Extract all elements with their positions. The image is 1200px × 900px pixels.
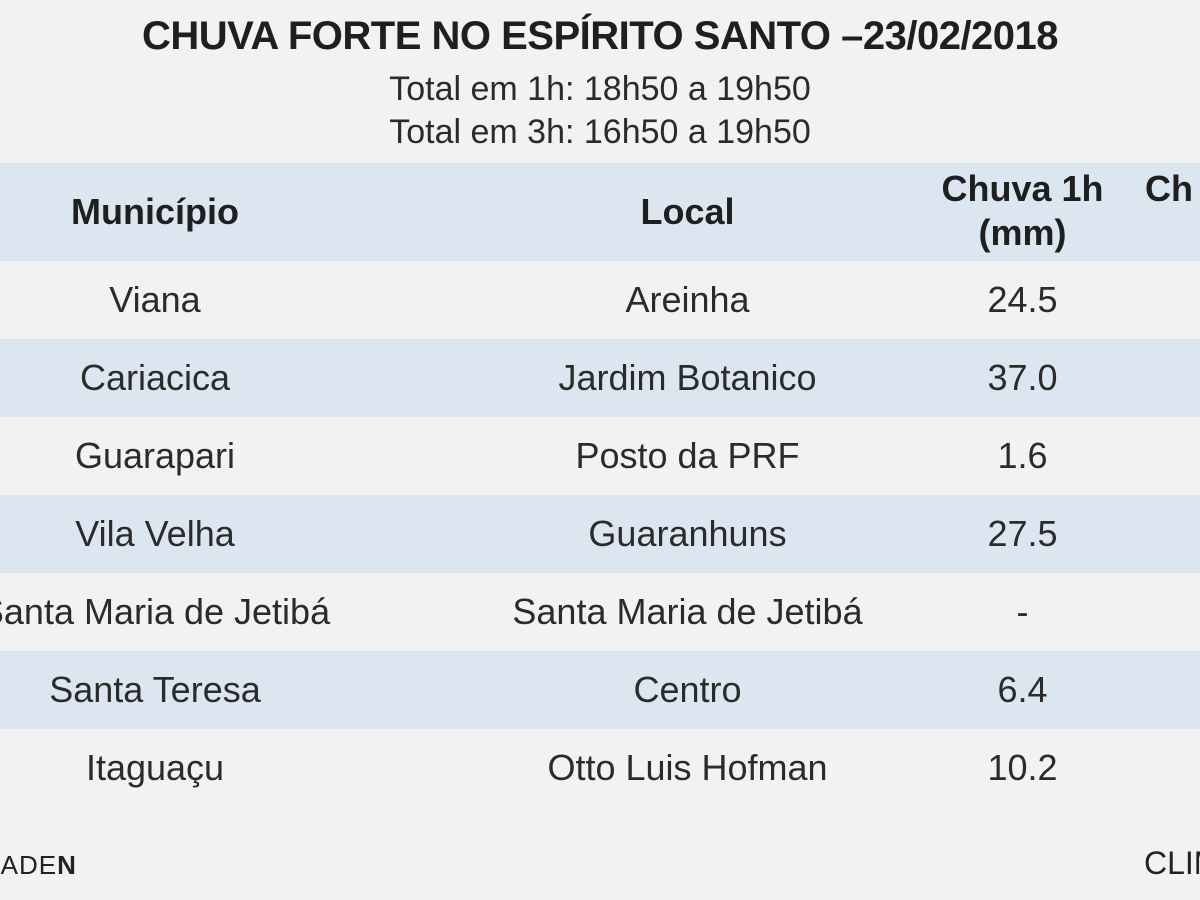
table-row: Viana Areinha 24.5 [0, 261, 1200, 339]
cell-local: Posto da PRF [575, 435, 800, 476]
table-header: Município Local Chuva 1h (mm) Ch [0, 163, 1200, 261]
cell-chuva-1h: 1.6 [997, 435, 1048, 476]
cell-municipio: Vila Velha [75, 513, 235, 554]
subtitle-3h-period: Total em 3h: 16h50 a 19h50 [389, 113, 811, 151]
header-municipio: Município [71, 191, 239, 232]
cell-chuva-1h: 10.2 [987, 747, 1058, 788]
source-credit-climatempo: CLIM [1144, 845, 1200, 881]
header-chuva-1h: Chuva 1h (mm) [941, 168, 1104, 253]
cell-local: Areinha [625, 279, 750, 320]
cell-municipio: Cariacica [79, 357, 231, 398]
cell-local: Centro [633, 669, 742, 710]
cell-local: Guaranhuns [588, 513, 787, 554]
cell-local: Jardim Botanico [558, 357, 817, 398]
cell-chuva-1h: 27.5 [987, 513, 1058, 554]
cell-municipio: Itaguaçu [85, 747, 225, 788]
cell-municipio: Santa Teresa [49, 669, 261, 710]
cell-chuva-1h: 6.4 [997, 669, 1048, 710]
cell-local: Otto Luis Hofman [547, 747, 828, 788]
cell-chuva-1h: 24.5 [987, 279, 1058, 320]
rainfall-table: Município Local Chuva 1h (mm) Ch Viana A… [0, 163, 1200, 813]
cell-chuva-1h: 37.0 [987, 357, 1058, 398]
table-row: Itaguaçu Otto Luis Hofman 10.2 [0, 729, 1200, 807]
header-local: Local [640, 191, 735, 232]
cell-local: Santa Maria de Jetibá [512, 591, 863, 632]
cell-municipio: Viana [109, 279, 201, 320]
source-credit-cemaden: MADEN [0, 850, 77, 881]
cell-municipio: Guarapari [74, 435, 236, 476]
source-credit-text: MADE [0, 850, 58, 880]
cell-municipio: Santa Maria de Jetibá [0, 591, 331, 632]
page-title: CHUVA FORTE NO ESPÍRITO SANTO –23/02/201… [141, 14, 1059, 58]
table-row: Santa Maria de Jetibá Santa Maria de Jet… [0, 573, 1200, 651]
subtitle-1h-period: Total em 1h: 18h50 a 19h50 [389, 70, 811, 108]
cell-chuva-1h: - [1016, 591, 1029, 632]
table-row: Guarapari Posto da PRF 1.6 [0, 417, 1200, 495]
table-row: Cariacica Jardim Botanico 37.0 [0, 339, 1200, 417]
table-row: Santa Teresa Centro 6.4 [0, 651, 1200, 729]
header-chuva-3h: Ch [1145, 168, 1193, 209]
table-row: Vila Velha Guaranhuns 27.5 [0, 495, 1200, 573]
source-credit-bold: N [57, 850, 77, 880]
